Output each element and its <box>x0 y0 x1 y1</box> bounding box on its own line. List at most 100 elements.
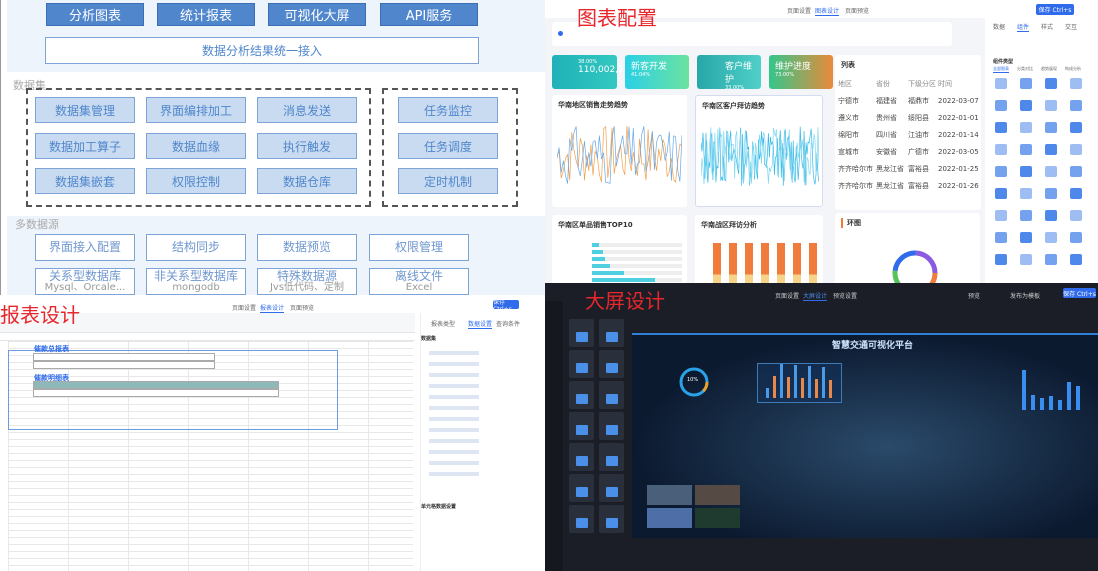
chart-type-icon[interactable] <box>1045 144 1057 155</box>
chart-type-icon[interactable] <box>1070 232 1082 243</box>
chart-type-icon[interactable] <box>1045 100 1057 111</box>
chart-type-icon[interactable] <box>1045 78 1057 89</box>
right-tab[interactable]: 组件 <box>1017 24 1030 32</box>
spreadsheet-grid[interactable] <box>8 341 413 571</box>
component-tile[interactable] <box>569 474 594 502</box>
chart-type-icon[interactable] <box>1070 122 1082 133</box>
tab-screen-design[interactable]: 大屏设计 <box>803 293 828 301</box>
chart-type-icon[interactable] <box>1020 188 1032 199</box>
component-tile[interactable] <box>569 505 594 533</box>
filter-chip[interactable]: 分类对比 <box>1017 66 1033 71</box>
table-row[interactable]: 绵阳市 四川省 江油市 2022-01-14 <box>837 126 979 143</box>
dataset-field[interactable] <box>429 461 479 465</box>
chart-type-icon[interactable] <box>1070 166 1082 177</box>
chart-type-icon[interactable] <box>995 122 1007 133</box>
tab-preview-settings[interactable]: 预览设置 <box>833 293 858 300</box>
chart-type-icon[interactable] <box>1020 210 1032 221</box>
chart-type-icon[interactable] <box>1020 122 1032 133</box>
dataset-field[interactable] <box>429 373 479 377</box>
toolbar[interactable] <box>0 313 415 333</box>
dataset-field[interactable] <box>429 472 479 476</box>
component-tile[interactable] <box>569 381 594 409</box>
table-row[interactable]: 齐齐哈尔市 黑龙江省 富裕县 2022-01-25 <box>837 160 979 177</box>
chart-type-icon[interactable] <box>995 166 1007 177</box>
chart-type-icon[interactable] <box>1020 100 1032 111</box>
tab-report-type[interactable]: 报表类型 <box>431 321 456 328</box>
tab-chart-design[interactable]: 图表设计 <box>815 8 840 16</box>
chart-type-icon[interactable] <box>1020 232 1032 243</box>
dataset-field[interactable] <box>429 351 479 355</box>
sales-trend-panel[interactable]: 华南地区销售走势趋势 <box>552 95 687 207</box>
component-tile[interactable] <box>599 350 624 378</box>
dataset-field[interactable] <box>429 428 479 432</box>
tab-page-settings[interactable]: 页面设置 <box>787 8 812 15</box>
table-row[interactable]: 宣城市 安徽省 广德市 2022-03-05 <box>837 143 979 160</box>
stat-card[interactable]: 客户维护 33.00% <box>697 55 761 91</box>
chart-type-icon[interactable] <box>995 254 1007 265</box>
dataset-field[interactable] <box>429 384 479 388</box>
visit-analysis-panel[interactable]: 华南战区拜访分析 <box>695 215 823 285</box>
dataset-field[interactable] <box>429 395 479 399</box>
chart-type-icon[interactable] <box>1045 166 1057 177</box>
chart-type-icon[interactable] <box>995 232 1007 243</box>
formula-bar[interactable] <box>0 333 415 341</box>
component-tile[interactable] <box>599 474 624 502</box>
chart-type-icon[interactable] <box>1070 254 1082 265</box>
filter-chip[interactable]: 全部图表 <box>993 66 1009 73</box>
right-tab[interactable]: 交互 <box>1065 24 1078 31</box>
chart-type-icon[interactable] <box>1070 78 1082 89</box>
dataset-field[interactable] <box>429 450 479 454</box>
chart-type-icon[interactable] <box>995 100 1007 111</box>
stat-card[interactable]: 维护进度 73.00% <box>769 55 833 89</box>
tab-report-design[interactable]: 报表设计 <box>260 305 285 313</box>
screen-canvas[interactable]: 智慧交通可视化平台 10% <box>632 333 1098 538</box>
save-button[interactable]: 保存 Ctrl+s <box>493 299 519 313</box>
stat-card[interactable]: 38.00% 110,002,1 <box>552 55 624 89</box>
chart-type-icon[interactable] <box>1045 210 1057 221</box>
tab-data-settings[interactable]: 数据设置 <box>468 321 493 329</box>
chart-type-icon[interactable] <box>1020 78 1032 89</box>
chart-type-icon[interactable] <box>1045 188 1057 199</box>
filter-chip[interactable]: 构成分析 <box>1065 66 1081 71</box>
component-tile[interactable] <box>599 443 624 471</box>
chart-type-icon[interactable] <box>1070 100 1082 111</box>
visit-trend-panel[interactable]: 华南区客户拜访趋势 <box>695 95 823 207</box>
dataset-field[interactable] <box>429 406 479 410</box>
tab-page-preview[interactable]: 页面预览 <box>845 8 870 15</box>
publish-template-button[interactable]: 发布为模板 <box>1010 293 1041 300</box>
component-tile[interactable] <box>569 319 594 347</box>
dataset-field[interactable] <box>429 439 479 443</box>
tab-page-preview[interactable]: 页面预览 <box>290 305 315 312</box>
tab-page-settings[interactable]: 页面设置 <box>232 305 257 312</box>
component-tile[interactable] <box>599 412 624 440</box>
top10-panel[interactable]: 华南区单品销售TOP10 <box>552 215 687 285</box>
component-tile[interactable] <box>599 381 624 409</box>
chart-type-icon[interactable] <box>995 210 1007 221</box>
stat-card[interactable]: 新客开发 41.04% <box>625 55 689 89</box>
chart-type-icon[interactable] <box>995 144 1007 155</box>
component-tile[interactable] <box>569 412 594 440</box>
dataset-field[interactable] <box>429 417 479 421</box>
table-row[interactable]: 宁德市 福建省 福鼎市 2022-03-07 <box>837 92 979 109</box>
save-button[interactable]: 保存 Ctrl+s <box>1036 4 1074 15</box>
right-tab[interactable]: 数据 <box>993 24 1006 31</box>
chart-type-icon[interactable] <box>1045 232 1057 243</box>
tab-query-conditions[interactable]: 查询条件 <box>496 321 521 328</box>
chart-type-icon[interactable] <box>1045 122 1057 133</box>
component-tile[interactable] <box>599 319 624 347</box>
tab-page-settings[interactable]: 页面设置 <box>775 293 800 300</box>
chart-type-icon[interactable] <box>995 188 1007 199</box>
component-tile[interactable] <box>569 443 594 471</box>
chart-type-icon[interactable] <box>1020 166 1032 177</box>
preview-button[interactable]: 预览 <box>968 293 981 300</box>
chart-type-icon[interactable] <box>1020 254 1032 265</box>
save-button[interactable]: 保存 Ctrl+s <box>1063 288 1096 298</box>
component-tile[interactable] <box>599 505 624 533</box>
table-row[interactable]: 遵义市 贵州省 绥阳县 2022-01-01 <box>837 109 979 126</box>
chart-type-icon[interactable] <box>1070 144 1082 155</box>
right-tab[interactable]: 样式 <box>1041 24 1054 31</box>
table-row[interactable]: 齐齐哈尔市 黑龙江省 富裕县 2022-01-26 <box>837 177 979 194</box>
left-nav[interactable] <box>545 301 563 571</box>
chart-type-icon[interactable] <box>1045 254 1057 265</box>
filter-chip[interactable]: 趋势展现 <box>1041 66 1057 71</box>
